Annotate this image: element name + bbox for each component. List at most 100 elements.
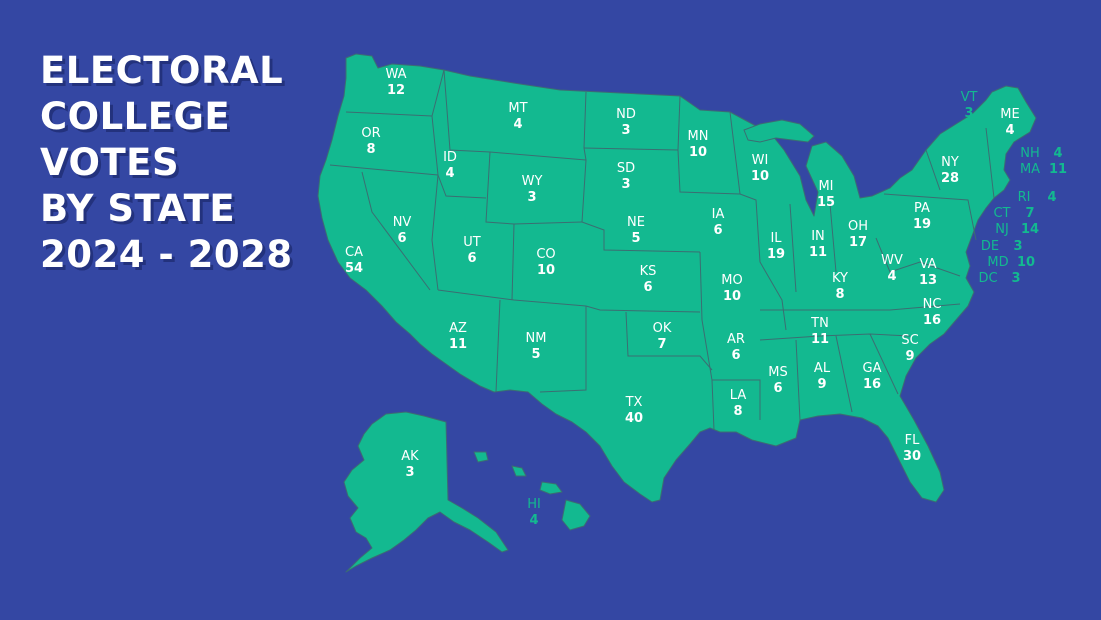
callout-label-vt: VT3 bbox=[961, 90, 978, 121]
hawaii-kauai-shape bbox=[473, 451, 489, 463]
state-label-id: ID4 bbox=[443, 150, 457, 181]
state-code: NC bbox=[923, 297, 942, 312]
state-code: ID bbox=[443, 150, 457, 165]
state-code: CA bbox=[345, 245, 363, 260]
state-label-mt: MT4 bbox=[508, 101, 527, 132]
state-label-ak: AK3 bbox=[401, 449, 419, 480]
map-title: ELECTORAL COLLEGE VOTES BY STATE 2024 - … bbox=[40, 48, 293, 278]
state-code: AZ bbox=[449, 321, 467, 336]
state-votes: 19 bbox=[767, 247, 785, 262]
state-code: OK bbox=[653, 321, 672, 336]
state-label-me: ME4 bbox=[1000, 107, 1019, 138]
state-code: WA bbox=[385, 67, 406, 82]
state-votes: 28 bbox=[941, 171, 959, 186]
state-code: AK bbox=[401, 449, 419, 464]
state-label-or: OR8 bbox=[361, 126, 380, 157]
state-code: SD bbox=[617, 161, 635, 176]
state-votes: 4 bbox=[445, 166, 454, 181]
callout-code: DE bbox=[981, 239, 999, 254]
state-code: WV bbox=[881, 253, 903, 268]
callout-label-nj: NJ 14 bbox=[995, 222, 1039, 237]
state-code: FL bbox=[905, 433, 920, 448]
state-code: OR bbox=[361, 126, 380, 141]
state-votes: 16 bbox=[923, 313, 941, 328]
state-votes: 40 bbox=[625, 411, 643, 426]
contiguous-us-shape bbox=[317, 53, 1037, 503]
state-code: ND bbox=[616, 107, 636, 122]
state-code: GA bbox=[863, 361, 882, 376]
state-code: MS bbox=[768, 365, 787, 380]
state-label-wy: WY3 bbox=[522, 174, 543, 205]
state-code: MI bbox=[818, 179, 833, 194]
state-code: AR bbox=[727, 332, 745, 347]
state-label-ut: UT6 bbox=[463, 235, 481, 266]
state-votes: 6 bbox=[773, 381, 782, 396]
state-label-ne: NE5 bbox=[627, 215, 645, 246]
state-code: IL bbox=[770, 231, 782, 246]
state-votes: 11 bbox=[449, 337, 467, 352]
callout-votes: 4 bbox=[1053, 146, 1062, 161]
state-label-nd: ND3 bbox=[616, 107, 636, 138]
callout-votes: 14 bbox=[1021, 222, 1039, 237]
state-votes: 9 bbox=[817, 377, 826, 392]
callout-code: MA bbox=[1020, 162, 1040, 177]
state-votes: 6 bbox=[731, 348, 740, 363]
callout-votes: 3 bbox=[964, 106, 973, 121]
state-votes: 17 bbox=[849, 235, 867, 250]
state-votes: 3 bbox=[527, 190, 536, 205]
callout-label-ri: RI 4 bbox=[1018, 190, 1057, 205]
callout-votes: 7 bbox=[1025, 206, 1034, 221]
callout-votes: 4 bbox=[529, 513, 538, 528]
state-votes: 10 bbox=[751, 169, 769, 184]
state-votes: 54 bbox=[345, 261, 363, 276]
state-code: AL bbox=[814, 361, 831, 376]
callout-label-de: DE 3 bbox=[981, 239, 1023, 254]
state-code: TX bbox=[625, 395, 643, 410]
state-votes: 9 bbox=[905, 349, 914, 364]
callout-votes: 3 bbox=[1013, 239, 1022, 254]
state-code: SC bbox=[901, 333, 918, 348]
state-votes: 8 bbox=[366, 142, 375, 157]
state-votes: 8 bbox=[835, 287, 844, 302]
state-label-ky: KY8 bbox=[832, 271, 848, 302]
state-votes: 6 bbox=[467, 251, 476, 266]
state-votes: 8 bbox=[733, 404, 742, 419]
state-votes: 11 bbox=[809, 245, 827, 260]
state-votes: 5 bbox=[531, 347, 540, 362]
callout-code: NH bbox=[1020, 146, 1040, 161]
state-label-la: LA8 bbox=[730, 388, 747, 419]
state-votes: 4 bbox=[513, 117, 522, 132]
state-code: KS bbox=[640, 264, 657, 279]
callout-code: NJ bbox=[995, 222, 1009, 237]
state-code: TN bbox=[810, 316, 829, 331]
state-label-ok: OK7 bbox=[653, 321, 672, 352]
hawaii-big-island-shape bbox=[561, 499, 591, 531]
state-votes: 3 bbox=[621, 177, 630, 192]
callout-votes: 4 bbox=[1047, 190, 1056, 205]
state-code: OH bbox=[848, 219, 868, 234]
title-line-4: BY STATE bbox=[40, 187, 236, 230]
callout-label-md: MD 10 bbox=[987, 255, 1035, 270]
state-votes: 4 bbox=[887, 269, 896, 284]
state-votes: 6 bbox=[643, 280, 652, 295]
title-line-1: ELECTORAL bbox=[40, 49, 284, 92]
state-votes: 13 bbox=[919, 273, 937, 288]
callout-votes: 10 bbox=[1017, 255, 1035, 270]
callout-votes: 11 bbox=[1049, 162, 1067, 177]
state-votes: 3 bbox=[405, 465, 414, 480]
state-votes: 6 bbox=[713, 223, 722, 238]
state-label-wv: WV4 bbox=[881, 253, 903, 284]
state-votes: 19 bbox=[913, 217, 931, 232]
state-code: PA bbox=[914, 201, 930, 216]
